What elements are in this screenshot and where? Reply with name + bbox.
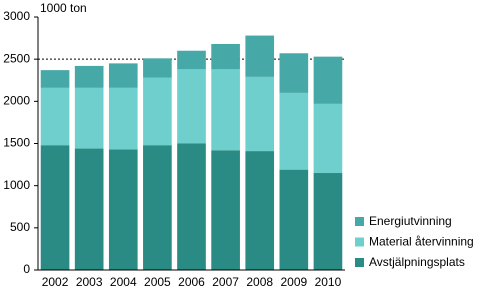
y-tick-label: 1500 — [3, 136, 30, 150]
bar-segment — [313, 56, 343, 104]
bar-segment — [40, 87, 70, 146]
x-tick-label: 2005 — [144, 275, 171, 289]
legend-label: Material återvinning — [369, 235, 474, 249]
x-tick-label: 2006 — [178, 275, 205, 289]
bar-segment — [211, 69, 240, 151]
bar-segment — [40, 70, 70, 88]
y-axis-label: 1000 ton — [40, 1, 87, 15]
x-tick-label: 2003 — [76, 275, 103, 289]
bar-segment — [177, 50, 206, 70]
y-tick-label: 0 — [23, 262, 30, 276]
bar-segment — [74, 148, 104, 270]
legend-swatch — [355, 237, 364, 247]
x-tick-label: 2002 — [42, 275, 69, 289]
x-tick-label: 2009 — [280, 275, 307, 289]
bar-segment — [245, 35, 275, 77]
bar-segment — [74, 65, 104, 88]
bar-segment — [313, 103, 343, 174]
legend-label: Energiutvinning — [369, 214, 452, 228]
y-tick-label: 2000 — [3, 94, 30, 108]
y-tick-label: 500 — [10, 220, 30, 234]
bar-segment — [279, 92, 309, 170]
bar-segment — [245, 76, 275, 152]
x-tick-label: 2008 — [246, 275, 273, 289]
bar-segment — [108, 87, 138, 150]
bar-segment — [279, 169, 309, 270]
bar-segment — [74, 87, 104, 149]
bar-segment — [143, 58, 172, 78]
y-tick-label: 2500 — [3, 51, 30, 65]
bar-segment — [108, 149, 138, 270]
bar-segment — [279, 53, 309, 93]
y-tick-label: 3000 — [3, 9, 30, 23]
bar-segment — [313, 173, 343, 270]
bar-segment — [211, 150, 240, 270]
bar-segment — [108, 63, 138, 88]
legend-swatch — [355, 217, 364, 226]
legend-swatch — [355, 258, 364, 267]
x-tick-label: 2010 — [315, 275, 342, 289]
bar-segment — [245, 151, 275, 270]
bar-segment — [143, 145, 172, 270]
bar-segment — [177, 143, 206, 270]
bar-segment — [177, 69, 206, 144]
bar-segment — [211, 43, 240, 70]
x-tick-label: 2004 — [110, 275, 137, 289]
bar-segment — [40, 145, 70, 270]
legend-label: Avstjälpningsplats — [369, 255, 465, 269]
x-tick-label: 2007 — [212, 275, 239, 289]
y-tick-label: 1000 — [3, 178, 30, 192]
bar-segment — [143, 77, 172, 146]
